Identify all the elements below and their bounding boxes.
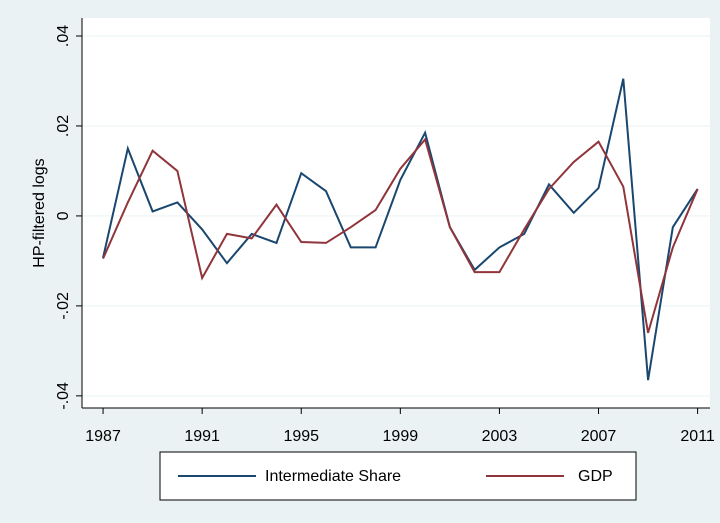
- x-tick-label: 1999: [383, 428, 419, 445]
- line-series: [102, 137, 699, 334]
- x-tick-label: 2011: [680, 428, 715, 445]
- y-axis-label: HP-filtered logs: [31, 158, 48, 267]
- y-tick-label: -.04: [55, 382, 72, 410]
- x-tick-label: 1991: [184, 428, 220, 445]
- legend-label: Intermediate Share: [265, 468, 401, 485]
- plot-area: [82, 18, 710, 408]
- legend-label: GDP: [578, 468, 613, 485]
- x-tick-label: 2003: [482, 428, 518, 445]
- y-tick-label: 0: [55, 211, 72, 220]
- y-tick-label: .04: [55, 25, 72, 47]
- x-tick-label: 1987: [85, 428, 121, 445]
- y-tick-label: -.02: [55, 292, 72, 320]
- x-tick-label: 2007: [581, 428, 617, 445]
- y-tick-label: .02: [55, 115, 72, 137]
- legend: Intermediate Share GDP: [159, 451, 637, 501]
- line-series: [102, 78, 699, 381]
- x-tick-label: 1995: [283, 428, 319, 445]
